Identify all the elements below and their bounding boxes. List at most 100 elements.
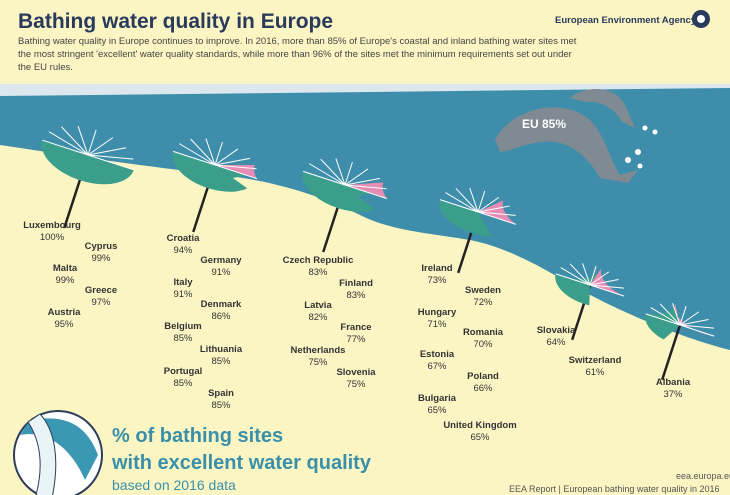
spoke: [344, 184, 388, 200]
country-name: Malta: [52, 263, 78, 274]
spoke: [589, 266, 597, 286]
spoke: [477, 211, 517, 225]
country-share: 99%: [91, 253, 111, 264]
country-name: Albania: [655, 377, 691, 388]
sky: [0, 84, 730, 96]
country-share: 72%: [473, 297, 493, 308]
spoke: [672, 303, 681, 326]
country: Switzerland 61%: [569, 355, 622, 379]
caption-2: with excellent water quality: [112, 452, 371, 474]
spoke: [679, 306, 687, 326]
country-name: Spain: [208, 388, 234, 399]
spoke: [42, 139, 89, 156]
country: Greece 97%: [85, 285, 117, 309]
country-name: Hungary: [417, 307, 457, 318]
country-name: Lithuania: [199, 344, 243, 355]
spoke: [214, 164, 258, 180]
spoke: [308, 163, 346, 186]
country: France 77%: [340, 322, 371, 346]
country-share: 37%: [663, 389, 683, 400]
spoke: [87, 154, 134, 171]
country: Slovenia 75%: [336, 367, 375, 391]
caption-3: based on 2016 data: [112, 477, 236, 493]
canopy: [555, 268, 602, 285]
country-share: 85%: [211, 356, 231, 367]
country-share: 75%: [308, 357, 328, 368]
eu-label: EU 85%: [522, 117, 567, 131]
country-name: Bulgaria: [417, 393, 457, 404]
country-share: 75%: [346, 379, 366, 390]
canopy: [478, 200, 517, 225]
spoke: [589, 279, 619, 286]
country: Cyprus 99%: [85, 241, 118, 265]
canopy: [590, 268, 625, 297]
spoke: [87, 137, 114, 156]
spoke: [477, 205, 510, 213]
country-name: Latvia: [304, 300, 332, 311]
spoke: [172, 150, 216, 166]
spoke: [320, 158, 346, 186]
country-share: 73%: [427, 275, 447, 286]
country-name: Estonia: [419, 349, 455, 360]
spoke: [679, 324, 715, 329]
spoke: [214, 141, 223, 166]
country-name: Netherlands: [290, 345, 346, 356]
spoke: [87, 154, 134, 160]
spoke: [679, 324, 715, 337]
country-share: 94%: [173, 245, 193, 256]
country-name: Luxembourg: [23, 220, 81, 231]
country-name: Slovenia: [336, 367, 376, 378]
spoke: [445, 192, 479, 213]
spoke: [335, 158, 346, 186]
country-share: 99%: [55, 275, 75, 286]
spoke: [560, 267, 591, 286]
spoke: [302, 170, 346, 186]
footer-url: eea.europa.eu: [676, 471, 730, 481]
spoke: [214, 148, 239, 166]
country-name: Portugal: [163, 366, 203, 377]
country-share: 85%: [173, 333, 193, 344]
caption-1: % of bathing sites: [112, 425, 284, 447]
country: Malta 99%: [53, 263, 77, 287]
spoke: [679, 311, 700, 326]
spoke: [589, 284, 625, 289]
spoke: [344, 168, 369, 186]
agency: European Environment Agency: [555, 15, 697, 26]
dolphins: [495, 88, 638, 183]
sea: [0, 84, 730, 350]
country-share: 91%: [173, 289, 193, 300]
country-share: 85%: [173, 378, 193, 389]
country-share: 65%: [470, 432, 490, 443]
spoke: [87, 147, 127, 156]
spoke: [205, 138, 216, 166]
country-share: 66%: [473, 383, 493, 394]
spoke: [555, 273, 591, 286]
spoke: [344, 177, 380, 186]
canopy: [555, 273, 590, 306]
country: Slovakia 64%: [537, 325, 576, 349]
spoke: [469, 187, 479, 213]
country: Czech Republic 83%: [283, 255, 354, 279]
country-name: Poland: [467, 371, 499, 382]
country-share: 97%: [91, 297, 111, 308]
spoke: [77, 125, 89, 156]
country-name: Belgium: [164, 321, 202, 332]
country-share: 100%: [39, 232, 65, 243]
country: Bulgaria 65%: [418, 393, 456, 417]
beach-ball: [13, 410, 103, 495]
country: United Kingdom 65%: [443, 420, 516, 444]
country-name: Croatia: [166, 233, 200, 244]
country: Austria 95%: [48, 307, 81, 331]
umbrella: [302, 158, 388, 253]
country-name: Czech Republic: [282, 255, 354, 266]
spoke: [455, 188, 479, 213]
country: Portugal 85%: [164, 366, 203, 390]
spoke: [645, 313, 681, 326]
spoke: [589, 271, 610, 286]
country-name: Austria: [47, 307, 81, 318]
country-share: 64%: [546, 337, 566, 348]
spoke: [439, 199, 479, 213]
country-name: United Kingdom: [443, 420, 517, 431]
country-name: Germany: [200, 255, 242, 266]
